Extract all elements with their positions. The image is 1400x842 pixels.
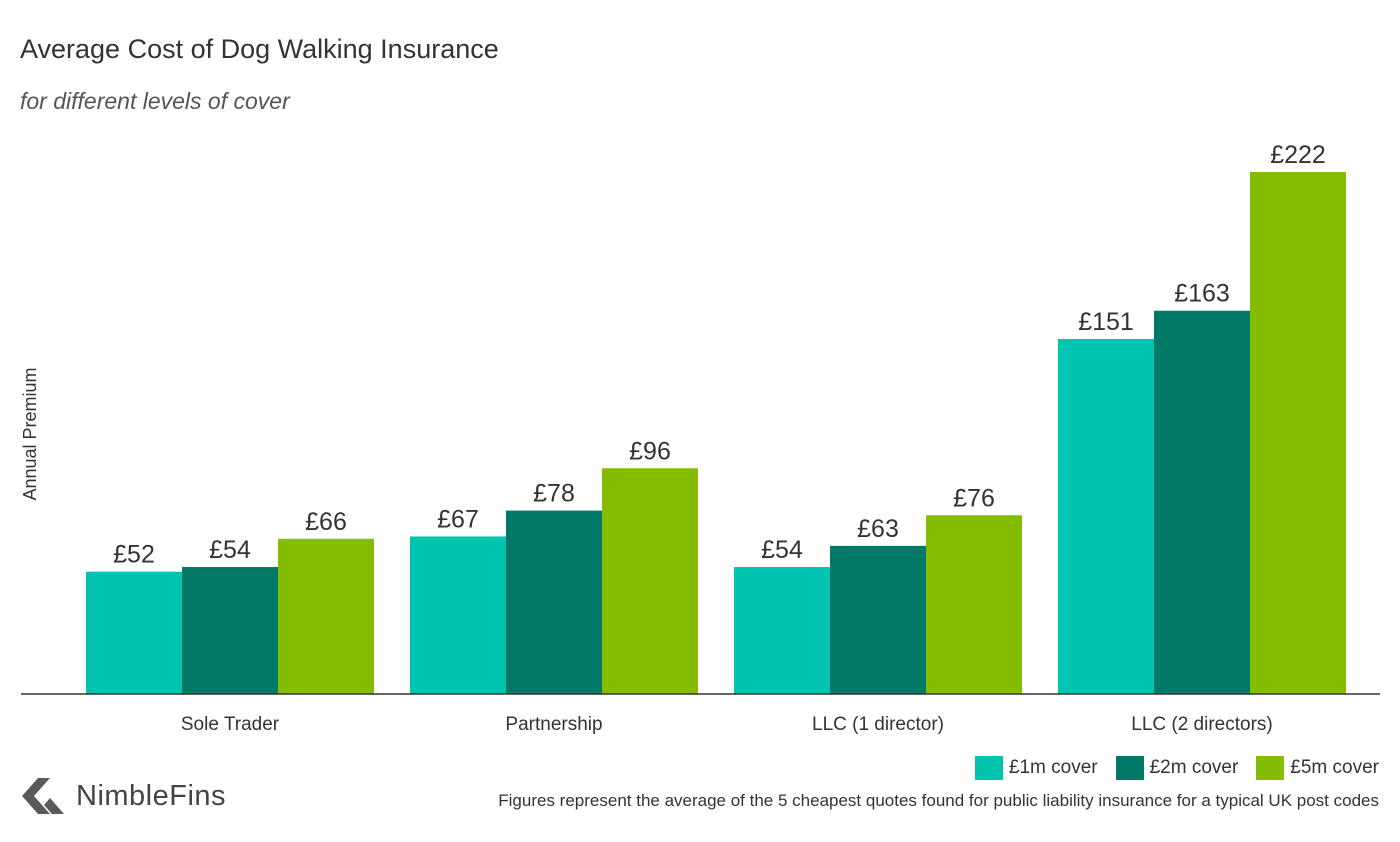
brand-logo: NimbleFins — [20, 776, 226, 816]
bar-chart: Annual Premium £52 £54 £66 Sole Trader £67 £78… — [20, 141, 1380, 735]
bar-partnership-2m-cover — [506, 510, 602, 694]
legend-swatch-5m — [1256, 756, 1285, 780]
nimblefins-arrow-icon — [22, 778, 64, 814]
data-label-partnership-1m-cover: £67 — [437, 505, 479, 533]
data-label-llc-1-director-2m-cover: £63 — [857, 515, 899, 543]
data-label-sole-trader-1m-cover: £52 — [113, 541, 155, 569]
data-label-llc-1-director-1m-cover: £54 — [761, 536, 803, 564]
bar-llc-2-directors-1m-cover — [1058, 338, 1154, 694]
data-label-sole-trader-5m-cover: £66 — [305, 508, 347, 536]
legend: £1m cover £2m cover £5m cover — [974, 756, 1379, 780]
data-label-partnership-2m-cover: £78 — [533, 480, 575, 508]
x-tick-label-partnership: Partnership — [505, 714, 602, 735]
legend-item-5m: £5m cover — [1256, 756, 1379, 780]
bar-partnership-5m-cover — [602, 468, 698, 694]
legend-label-1m: £1m cover — [1008, 757, 1098, 778]
bar-llc-1-director-1m-cover — [734, 567, 830, 694]
legend-label-2m: £2m cover — [1149, 757, 1239, 778]
data-label-llc-1-director-5m-cover: £76 — [953, 484, 995, 512]
bar-sole-trader-2m-cover — [182, 567, 278, 694]
data-label-llc-2-directors-2m-cover: £163 — [1174, 280, 1230, 308]
legend-item-2m: £2m cover — [1115, 756, 1239, 780]
data-label-sole-trader-2m-cover: £54 — [209, 536, 251, 564]
data-label-llc-2-directors-5m-cover: £222 — [1270, 141, 1326, 169]
chart-title: Average Cost of Dog Walking Insurance — [20, 34, 499, 64]
bar-sole-trader-1m-cover — [86, 571, 182, 694]
x-tick-label-sole-trader: Sole Trader — [181, 714, 280, 735]
bar-llc-1-director-5m-cover — [926, 515, 1022, 694]
chart-subtitle: for different levels of cover — [20, 88, 290, 114]
bar-partnership-1m-cover — [410, 536, 506, 694]
x-tick-label-llc-2-directors: LLC (2 directors) — [1131, 714, 1273, 735]
legend-swatch-1m — [974, 756, 1003, 780]
legend-label-5m: £5m cover — [1290, 757, 1379, 778]
bar-llc-1-director-2m-cover — [830, 545, 926, 694]
data-label-partnership-5m-cover: £96 — [629, 437, 671, 465]
bar-llc-2-directors-5m-cover — [1250, 172, 1346, 694]
data-label-llc-2-directors-1m-cover: £151 — [1078, 308, 1134, 336]
footnote: Figures represent the average of the 5 c… — [498, 791, 1379, 810]
bar-llc-2-directors-2m-cover — [1154, 310, 1250, 694]
brand-name: NimbleFins — [76, 779, 227, 812]
legend-swatch-2m — [1115, 756, 1144, 780]
legend-item-1m: £1m cover — [974, 756, 1098, 780]
x-tick-label-llc-1-director: LLC (1 director) — [812, 714, 944, 735]
bar-sole-trader-5m-cover — [278, 538, 374, 694]
y-axis-label: Annual Premium — [20, 367, 40, 500]
